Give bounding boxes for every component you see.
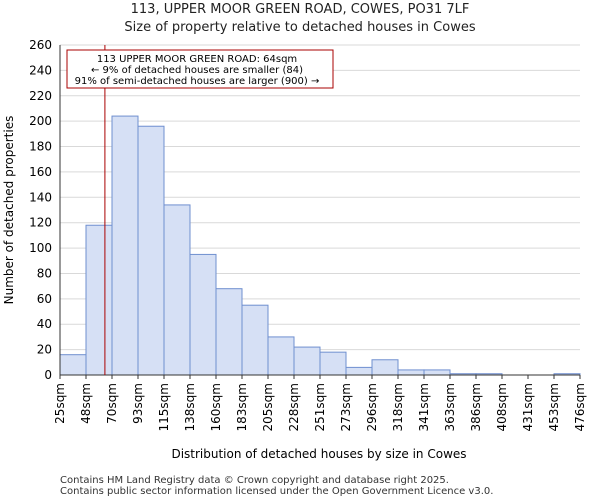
- bar: [345, 366, 373, 376]
- bar: [189, 253, 217, 376]
- x-tick-label: 205sqm: [261, 383, 275, 431]
- x-tick-label: 296sqm: [365, 383, 379, 431]
- bar: [163, 204, 191, 376]
- y-tick-label: 60: [37, 292, 52, 306]
- x-tick-label: 160sqm: [209, 383, 223, 431]
- y-tick-labels: 0 20 40 60 80 100 120 140 160 180 200 220 240 260: [29, 38, 52, 382]
- x-tick-label: 386sqm: [469, 383, 483, 431]
- chart-title: 113, UPPER MOOR GREEN ROAD, COWES, PO31 …: [130, 2, 470, 17]
- x-tick-label: 228sqm: [287, 383, 301, 431]
- y-tick-label: 100: [29, 241, 52, 255]
- x-tick-label: 48sqm: [79, 383, 93, 424]
- bar: [293, 346, 321, 376]
- x-tick-label: 25sqm: [53, 383, 67, 424]
- x-tick-label: 363sqm: [443, 383, 457, 431]
- footer-line-2: Contains public sector information licen…: [60, 486, 494, 497]
- x-axis-label: Distribution of detached houses by size …: [171, 447, 466, 461]
- x-tick-label: 476sqm: [573, 383, 587, 431]
- y-tick-label: 0: [44, 368, 52, 382]
- x-tick-label: 115sqm: [157, 383, 171, 431]
- x-tick-label: 341sqm: [417, 383, 431, 431]
- x-tick-label: 273sqm: [339, 383, 353, 431]
- annotation-box: 113 UPPER MOOR GREEN ROAD: 64sqm ← 9% of…: [66, 49, 334, 89]
- x-tick-label: 183sqm: [235, 383, 249, 431]
- y-tick-label: 160: [29, 165, 52, 179]
- bars: [59, 115, 581, 376]
- y-tick-label: 80: [37, 266, 52, 280]
- bar: [267, 336, 295, 376]
- chart-subtitle: Size of property relative to detached ho…: [124, 20, 476, 35]
- bar: [85, 224, 113, 376]
- x-tick-label: 251sqm: [313, 383, 327, 431]
- x-tick-label: 318sqm: [391, 383, 405, 431]
- x-tick-label: 431sqm: [521, 383, 535, 431]
- y-tick-label: 40: [37, 317, 52, 331]
- y-tick-label: 140: [29, 190, 52, 204]
- x-tick-label: 408sqm: [495, 383, 509, 431]
- x-tick-label: 70sqm: [105, 383, 119, 424]
- y-tick-label: 200: [29, 114, 52, 128]
- x-tick-label: 453sqm: [547, 383, 561, 431]
- y-tick-label: 180: [29, 140, 52, 154]
- y-tick-label: 220: [29, 89, 52, 103]
- y-tick-label: 120: [29, 216, 52, 230]
- annotation-line-1: 113 UPPER MOOR GREEN ROAD: 64sqm: [97, 54, 297, 65]
- x-tick-label: 138sqm: [183, 383, 197, 431]
- annotation-line-2: ← 9% of detached houses are smaller (84): [91, 65, 303, 76]
- bar: [423, 369, 451, 376]
- bar: [59, 354, 87, 376]
- bar: [215, 288, 243, 376]
- annotation-line-3: 91% of semi-detached houses are larger (…: [75, 76, 320, 87]
- bar: [241, 304, 269, 376]
- bar: [397, 369, 425, 376]
- bar: [111, 115, 139, 376]
- x-tick-labels: 25sqm 48sqm 70sqm 93sqm 115sqm 138sqm 160sqm 18…: [53, 375, 587, 431]
- bar: [137, 125, 165, 376]
- footer-line-1: Contains HM Land Registry data © Crown c…: [60, 475, 449, 486]
- y-tick-label: 240: [29, 63, 52, 77]
- annotation-frame: [66, 49, 334, 89]
- y-tick-label: 20: [37, 343, 52, 357]
- y-tick-label: 260: [29, 38, 52, 52]
- bar: [319, 351, 347, 376]
- bar: [371, 359, 399, 376]
- y-axis-label: Number of detached properties: [2, 116, 16, 305]
- x-tick-label: 93sqm: [131, 383, 145, 424]
